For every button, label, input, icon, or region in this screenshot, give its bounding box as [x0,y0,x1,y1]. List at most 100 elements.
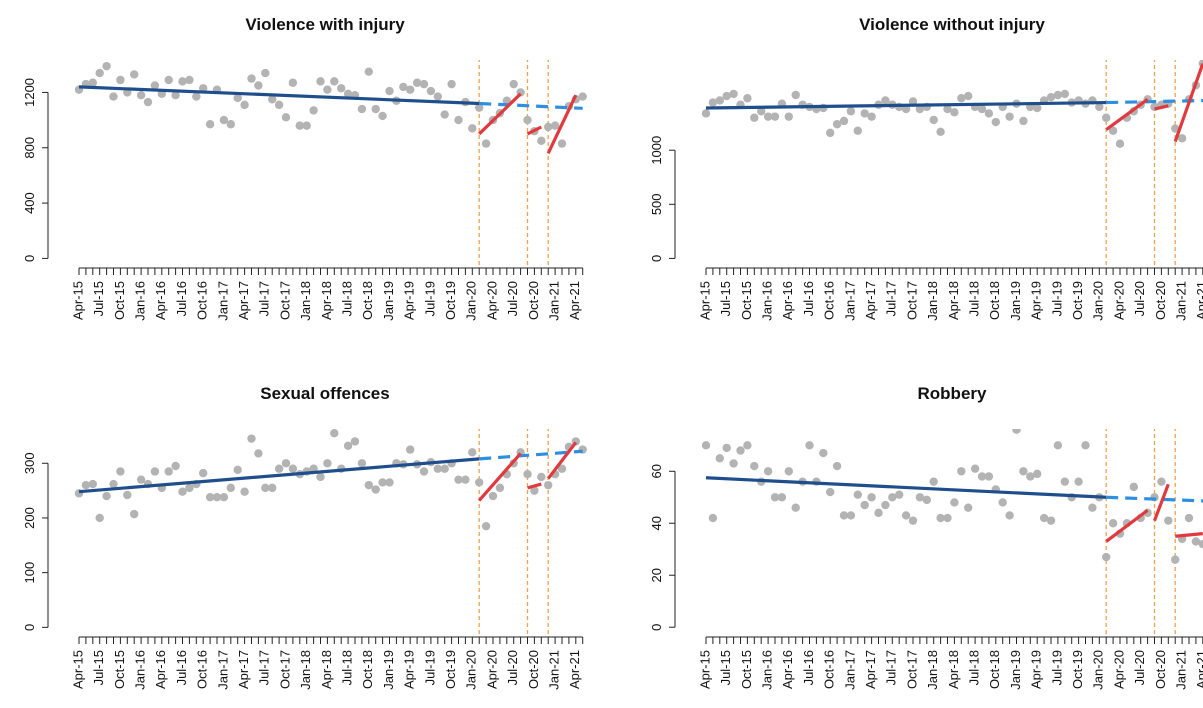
data-point [984,109,994,118]
data-point [212,492,222,502]
x-tick-label: Jul-16 [801,650,816,685]
x-tick-label: Jan-16 [760,281,775,321]
y-tick-label: 300 [22,452,37,474]
x-tick-label: Jan-16 [133,650,148,690]
data-point [1019,467,1028,476]
data-point [715,96,724,105]
x-tick-label: Jan-17 [842,650,857,690]
data-point [1060,89,1070,99]
x-tick-label: Jan-21 [1174,650,1189,690]
data-point [1060,477,1070,486]
data-point [454,115,463,125]
data-point [1033,103,1042,113]
data-point [95,68,104,78]
x-tick-label: Oct-19 [443,650,458,689]
data-point [557,464,567,473]
x-tick-label: Oct-18 [360,650,375,689]
x-tick-label: Apr-20 [1111,650,1126,689]
data-point [233,465,242,475]
data-point [1095,102,1104,112]
trend-line [478,92,522,136]
data-point [205,492,215,502]
x-tick-label: Jan-20 [464,281,479,321]
x-tick-label: Jan-18 [298,650,313,690]
y-tick-label: 1200 [22,78,37,107]
data-point [433,464,442,473]
data-point [791,503,800,512]
data-point [385,478,394,487]
data-point [826,128,835,138]
data-point [254,81,263,90]
data-point [406,445,415,454]
data-point [929,477,938,486]
data-point [1088,503,1097,512]
data-point [95,513,104,523]
x-tick-label: Jan-20 [1091,650,1106,690]
data-point [895,490,904,499]
data-point [991,117,1000,127]
data-point [488,491,498,501]
data-point [770,112,780,121]
x-tick-label: Apr-16 [153,650,168,689]
data-point [1191,537,1201,546]
trend-line [526,125,543,136]
data-point [116,467,125,476]
x-tick-label: Jan-18 [925,281,940,321]
data-point [302,121,311,130]
x-tick-label: Jan-19 [1008,281,1023,321]
data-point [364,480,373,490]
x-tick-label: Jul-19 [1049,650,1064,685]
data-point [970,464,980,473]
data-point [185,483,194,493]
data-point [102,491,111,501]
y-tick-label: 800 [22,137,37,159]
data-point [736,446,745,455]
data-point [261,68,270,78]
x-tick-label: Jan-19 [1008,650,1023,690]
x-tick-label: Jul-15 [91,650,106,685]
data-point [722,443,731,453]
data-point [936,513,945,523]
data-point [867,112,876,121]
data-point [867,493,876,502]
data-point [150,81,160,90]
data-point [316,472,325,482]
data-point [502,96,511,105]
data-point [254,449,263,458]
data-point [378,111,387,121]
y-tick-label: 60 [649,464,664,478]
data-point [343,89,353,99]
y-tick-label: 20 [649,568,664,582]
x-tick-label: Oct-20 [1153,650,1168,689]
data-point [309,106,318,115]
data-point [357,459,367,468]
data-point [385,86,394,96]
data-point [1157,477,1166,486]
data-point [832,120,842,129]
data-point [881,500,890,510]
x-tick-label: Jul-16 [174,650,189,685]
data-point [102,61,111,71]
data-point [143,97,153,107]
x-tick-label: Apr-18 [946,650,961,689]
x-tick-label: Apr-15 [70,281,85,320]
data-point [1108,126,1118,135]
data-point [454,475,463,484]
x-tick-label: Jul-18 [340,281,355,316]
data-point [936,127,945,137]
plot-area [701,429,1203,637]
data-point [288,464,298,473]
data-point [247,434,256,443]
data-point [1115,139,1125,148]
data-point [109,479,118,489]
data-point [943,513,952,523]
trend-line [705,100,1107,110]
data-point [537,136,546,146]
data-point [330,429,339,438]
data-point [743,94,752,103]
data-point [964,91,973,101]
data-point [233,93,242,103]
data-point [763,467,773,476]
y-tick-label: 0 [649,255,664,262]
panel: Violence with injury 0 400 800 1200 Apr-15 Jul… [22,15,587,321]
